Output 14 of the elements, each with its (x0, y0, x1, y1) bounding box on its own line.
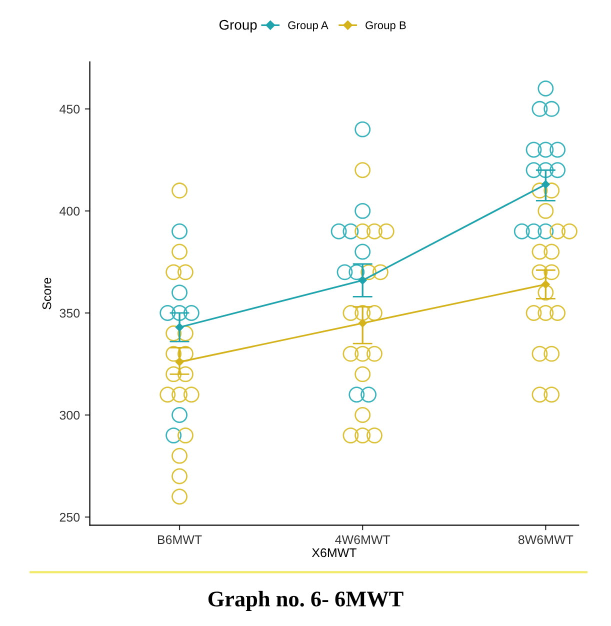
y-tick-label: 250 (60, 512, 80, 522)
x-axis-title: X6MWT (312, 548, 356, 558)
x-tick-label: B6MWT (158, 535, 202, 544)
legend-label: Group B (366, 21, 406, 32)
y-tick-label: 450 (60, 104, 80, 114)
y-tick-label: 400 (60, 206, 80, 216)
text: Graph no. 6- 6MWT (208, 590, 404, 612)
legend-title: Group (219, 20, 257, 32)
y-tick-label: 300 (60, 410, 80, 420)
y-tick-label: 350 (60, 308, 80, 318)
x-tick-label: 8W6MWT (518, 535, 574, 544)
legend-label: Group A (288, 21, 328, 32)
x-tick-label: 4W6MWT (335, 535, 390, 544)
y-axis-title: Score (42, 278, 52, 310)
